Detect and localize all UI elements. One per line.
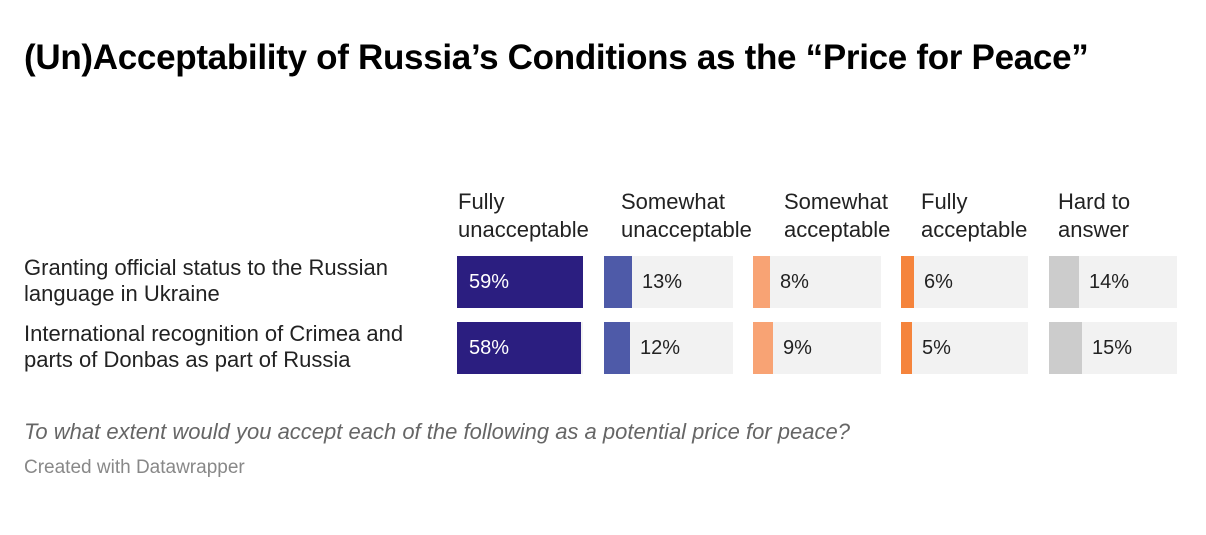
bar-cell: 12% [604,322,733,374]
column-header-fully-acceptable: Fully acceptable [921,188,1027,244]
data-label: 9% [783,337,812,359]
column-header-line: unacceptable [458,217,589,242]
row-label-line: language in Ukraine [24,281,220,306]
column-header-line: Somewhat [784,189,888,214]
bar [604,322,630,374]
bar-cell: 15% [1049,322,1177,374]
bar [1049,322,1082,374]
column-header-line: acceptable [784,217,891,242]
data-label: 5% [922,337,951,359]
bar [457,256,583,308]
column-header-hard-to-answer: Hard to answer [1058,188,1130,244]
column-header-line: Fully [458,189,505,214]
column-header-line: Fully [921,189,968,214]
bar [901,322,912,374]
row-label-line: International recognition of Crimea and [24,321,404,346]
datawrapper-credit[interactable]: Created with Datawrapper [24,457,245,478]
data-label: 14% [1089,271,1130,293]
bar-cell: 14% [1049,256,1177,308]
bar-cell: 5% [901,322,1028,374]
column-header-line: answer [1058,217,1129,242]
column-header-somewhat-unacceptable: Somewhat unacceptable [621,188,752,244]
column-header-line: Somewhat [621,189,725,214]
row-label: International recognition of Crimea and p… [24,321,403,373]
column-header-line: unacceptable [621,217,752,242]
bar [457,322,581,374]
column-header-line: acceptable [921,217,1028,242]
data-label: 59% [469,271,510,293]
bar [1049,256,1079,308]
bar [604,256,632,308]
survey-question: To what extent would you accept each of … [24,419,850,444]
data-label: 8% [780,271,809,293]
column-header-fully-unacceptable: Fully unacceptable [458,188,589,244]
data-label: 12% [640,337,681,359]
data-label: 6% [924,271,953,293]
row-label: Granting official status to the Russian l… [24,255,388,307]
chart-title: (Un)Acceptability of Russia’s Conditions… [24,38,1089,77]
bar [901,256,914,308]
bar-cell: 9% [753,322,881,374]
bar-cell: 6% [901,256,1028,308]
data-label: 15% [1092,337,1133,359]
bar [753,322,773,374]
bar [753,256,770,308]
bar-cell: 59% [457,256,583,308]
row-label-line: parts of Donbas as part of Russia [24,347,351,372]
bar-cell: 8% [753,256,881,308]
data-label: 13% [642,271,683,293]
column-header-line: Hard to [1058,189,1131,214]
data-label: 58% [469,337,510,359]
row-label-line: Granting official status to the Russian [24,255,389,280]
bar-cell: 58% [457,322,583,374]
bar-cell: 13% [604,256,733,308]
column-header-somewhat-acceptable: Somewhat acceptable [784,188,890,244]
